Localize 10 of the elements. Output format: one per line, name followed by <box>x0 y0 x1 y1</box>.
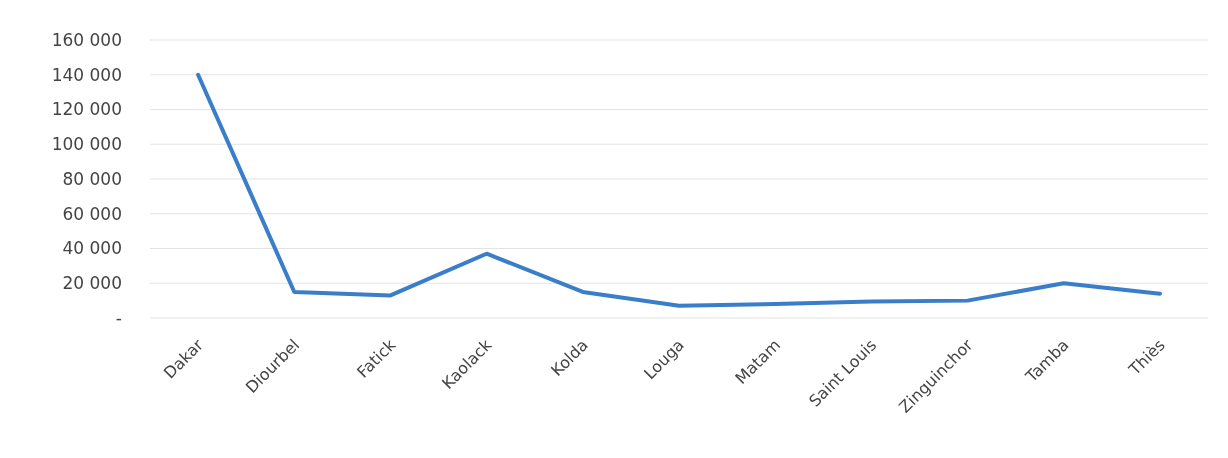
y-tick-label: - <box>115 307 122 328</box>
y-tick-label: 120 000 <box>51 99 122 120</box>
y-tick-label: 80 000 <box>62 168 122 189</box>
y-tick-label: 40 000 <box>62 238 122 259</box>
y-tick-label: 100 000 <box>51 134 122 155</box>
line-series <box>196 72 1162 308</box>
y-tick-label: 140 000 <box>51 64 122 85</box>
y-tick-label: 160 000 <box>51 29 122 50</box>
y-tick-label: 60 000 <box>62 203 122 224</box>
y-tick-label: 20 000 <box>62 273 122 294</box>
